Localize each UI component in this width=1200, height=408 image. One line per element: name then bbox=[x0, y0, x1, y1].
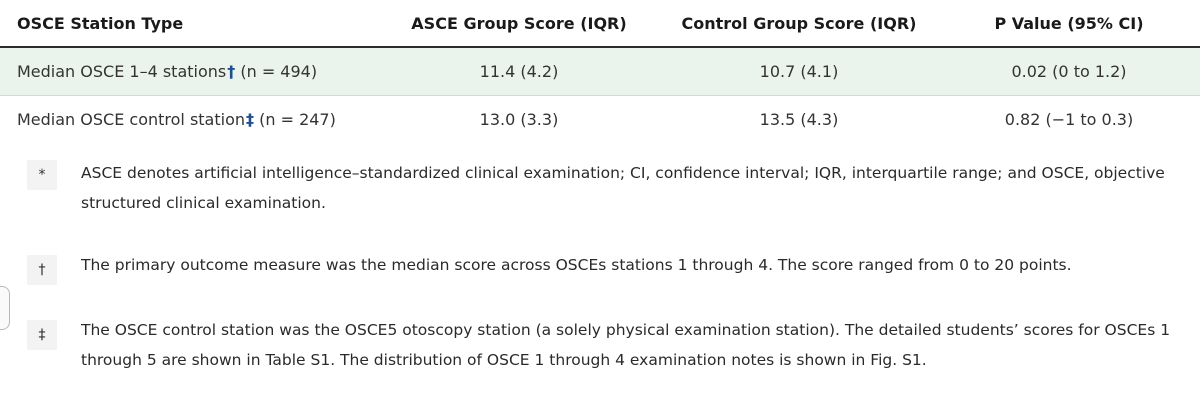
footnote-text: ASCE denotes artificial intelligence–sta… bbox=[81, 164, 1165, 212]
header-p-value: P Value (95% CI) bbox=[994, 13, 1144, 33]
header-asce-score: ASCE Group Score (IQR) bbox=[411, 13, 627, 33]
table-row: Median OSCE 1–4 stations † (n = 494) 11.4… bbox=[0, 48, 1200, 96]
sidebar-tab-handle[interactable] bbox=[0, 286, 10, 330]
p-value-cell: 0.82 (−1 to 0.3) bbox=[1004, 110, 1134, 129]
results-table: OSCE Station Type ASCE Group Score (IQR)… bbox=[0, 0, 1200, 143]
header-station-type: OSCE Station Type bbox=[17, 13, 184, 33]
footnote-marker[interactable]: ‡ bbox=[27, 320, 57, 350]
row-n-count: (n = 247) bbox=[259, 110, 336, 129]
row-label: Median OSCE control station ‡ (n = 247) bbox=[17, 96, 336, 143]
dagger-footnote-link[interactable]: † bbox=[227, 62, 236, 81]
row-label-text: Median OSCE control station bbox=[17, 110, 246, 129]
double-dagger-footnote-link[interactable]: ‡ bbox=[246, 110, 255, 129]
table-header-row: OSCE Station Type ASCE Group Score (IQR)… bbox=[0, 0, 1200, 48]
control-score-cell: 10.7 (4.1) bbox=[759, 62, 839, 81]
footnote-marker[interactable]: * bbox=[27, 160, 57, 190]
row-n-count: (n = 494) bbox=[240, 62, 318, 81]
asce-score-cell: 11.4 (4.2) bbox=[479, 62, 559, 81]
table-row: Median OSCE control station ‡ (n = 247) 1… bbox=[0, 96, 1200, 143]
footnote-text: The primary outcome measure was the medi… bbox=[81, 256, 1072, 274]
asce-score-cell: 13.0 (3.3) bbox=[479, 110, 559, 129]
row-label: Median OSCE 1–4 stations † (n = 494) bbox=[17, 48, 317, 95]
footnote-text: The OSCE control station was the OSCE5 o… bbox=[81, 321, 1171, 369]
header-control-score: Control Group Score (IQR) bbox=[681, 13, 917, 33]
row-label-text: Median OSCE 1–4 stations bbox=[17, 62, 227, 81]
p-value-cell: 0.02 (0 to 1.2) bbox=[1011, 62, 1127, 81]
control-score-cell: 13.5 (4.3) bbox=[759, 110, 839, 129]
footnote-marker[interactable]: † bbox=[27, 255, 57, 285]
